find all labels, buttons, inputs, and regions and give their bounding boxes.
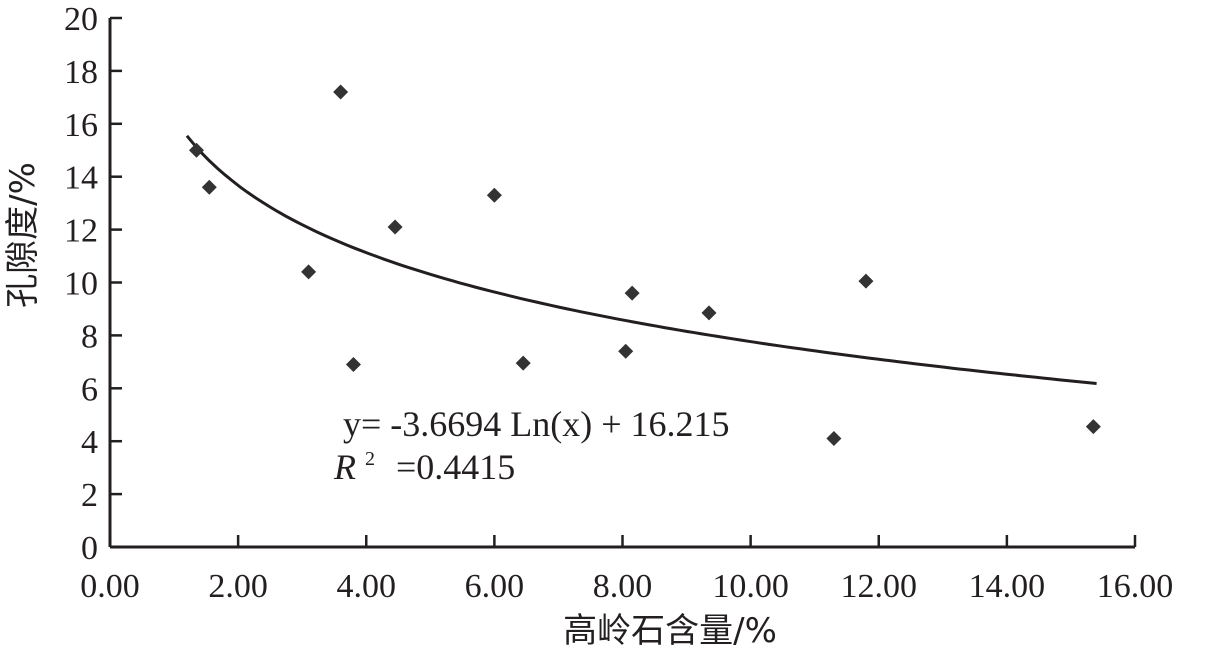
y-tick-label: 0 [81, 530, 98, 567]
y-tick-label: 12 [64, 213, 98, 250]
y-tick-label: 10 [64, 266, 98, 303]
y-tick-label: 14 [64, 160, 98, 197]
x-tick-label: 16.00 [1097, 568, 1174, 605]
x-tick-label: 12.00 [841, 568, 918, 605]
y-tick-label: 20 [64, 1, 98, 38]
x-tick-label: 14.00 [969, 568, 1046, 605]
data-point [333, 84, 349, 100]
x-tick-label: 4.00 [337, 568, 397, 605]
data-points [188, 84, 1101, 447]
data-point [624, 285, 640, 301]
y-tick-label: 8 [81, 318, 98, 355]
data-point [618, 343, 634, 359]
x-axis-title: 高岭石含量/% [563, 611, 777, 648]
data-point [188, 142, 204, 158]
data-point [515, 355, 531, 371]
data-point [858, 273, 874, 289]
r-squared-value: =0.4415 [396, 447, 515, 487]
x-tick-label: 10.00 [712, 568, 789, 605]
y-tick-label: 16 [64, 107, 98, 144]
data-point [1085, 419, 1101, 435]
data-point [301, 264, 317, 280]
y-tick-label: 2 [81, 477, 98, 514]
x-tick-label: 0.00 [80, 568, 140, 605]
data-point [345, 356, 361, 372]
x-tick-label: 2.00 [208, 568, 268, 605]
data-point [486, 187, 502, 203]
r-squared-exponent: 2 [365, 448, 375, 470]
data-point [201, 179, 217, 195]
x-ticks: 0.00 2.00 4.00 6.00 8.00 10.00 12.00 14.00 16.00 [80, 535, 1173, 605]
y-tick-label: 4 [81, 424, 98, 461]
trendline [185, 134, 1097, 385]
r-squared-symbol: R [333, 447, 356, 487]
y-ticks: 0 2 4 6 8 10 12 14 16 18 20 [64, 1, 122, 567]
data-point [387, 219, 403, 235]
data-point [701, 305, 717, 321]
r-squared-label: R 2 =0.4415 [333, 433, 515, 487]
x-tick-label: 6.00 [465, 568, 525, 605]
x-tick-label: 8.00 [593, 568, 653, 605]
axes: 0 2 4 6 8 10 12 14 16 18 20 0.00 2.00 4.00 6.00 8.00 10… [64, 1, 1173, 605]
y-tick-label: 6 [81, 371, 98, 408]
data-point [826, 431, 842, 447]
y-axis-title: 孔隙度/% [3, 162, 43, 308]
y-tick-label: 18 [64, 54, 98, 91]
trendline-equation: y= -3.6694 Ln(x) + 16.215 [343, 404, 730, 444]
